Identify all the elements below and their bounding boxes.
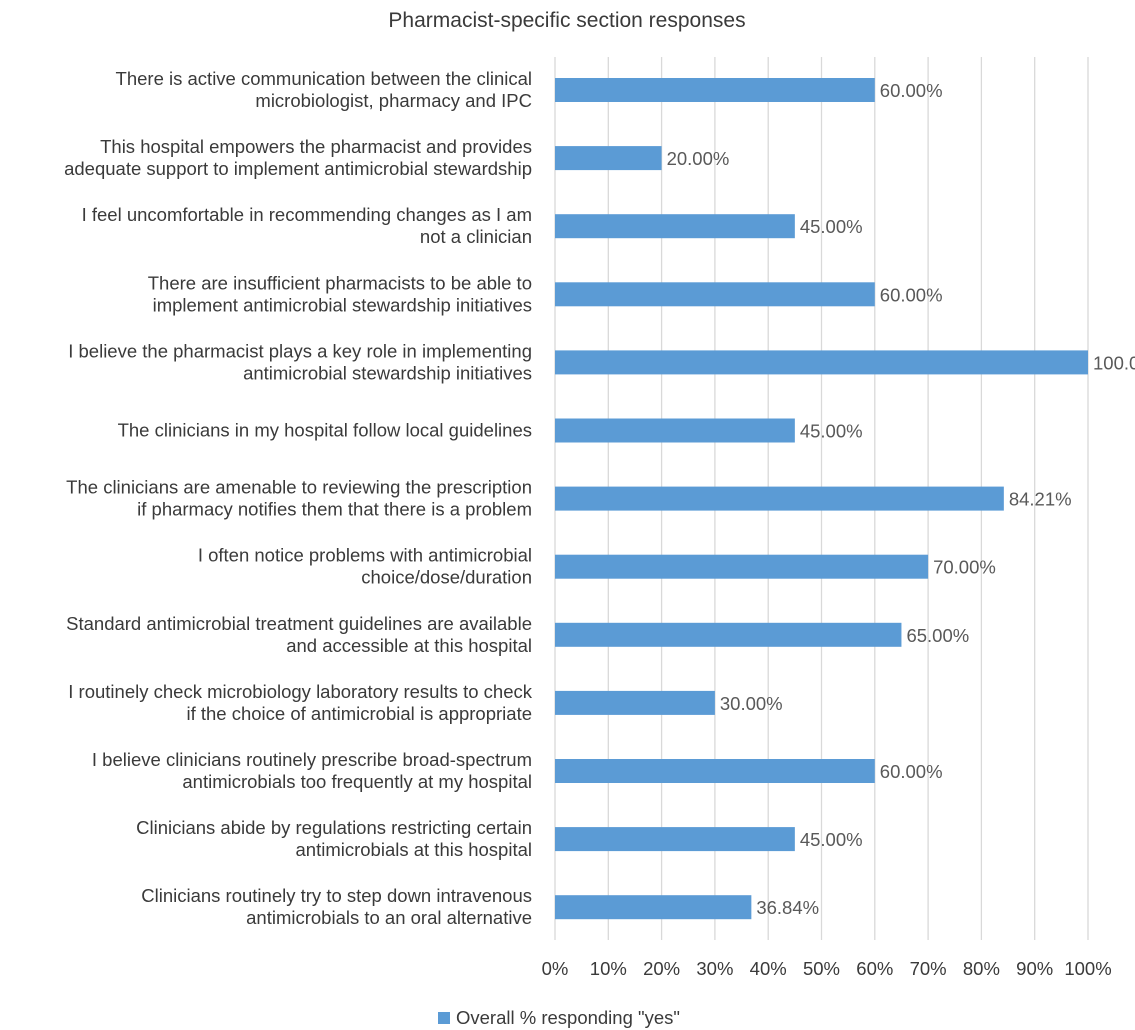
category-label: Standard antimicrobial treatment guideli…: [66, 613, 532, 634]
bar: [555, 895, 752, 920]
category-label: antimicrobials to an oral alternative: [246, 907, 532, 928]
category-label: implement antimicrobial stewardship init…: [153, 294, 532, 315]
category-label: The clinicians in my hospital follow loc…: [118, 420, 532, 441]
x-tick-label: 80%: [963, 958, 1000, 979]
category-label: if the choice of antimicrobial is approp…: [186, 703, 532, 724]
data-label: 45.00%: [800, 829, 863, 850]
category-label: There is active communication between th…: [116, 68, 532, 89]
category-label: antimicrobial stewardship initiatives: [243, 362, 532, 383]
category-label: if pharmacy notifies them that there is …: [137, 499, 532, 520]
data-label: 45.00%: [800, 216, 863, 237]
data-label: 36.84%: [756, 897, 819, 918]
data-label: 60.00%: [880, 80, 943, 101]
legend-swatch: [438, 1012, 450, 1024]
category-label: microbiologist, pharmacy and IPC: [255, 90, 532, 111]
category-label: I believe the pharmacist plays a key rol…: [68, 340, 532, 361]
category-label: antimicrobials at this hospital: [296, 839, 533, 860]
bar: [555, 418, 795, 443]
x-tick-label: 10%: [590, 958, 627, 979]
data-label: 60.00%: [880, 284, 943, 305]
x-tick-label: 50%: [803, 958, 840, 979]
data-label: 84.21%: [1009, 489, 1072, 510]
bar: [555, 146, 662, 171]
bars: [555, 78, 1088, 920]
x-tick-label: 70%: [910, 958, 947, 979]
bar: [555, 282, 875, 307]
category-label: I feel uncomfortable in recommending cha…: [82, 204, 532, 225]
category-label: I routinely check microbiology laborator…: [68, 681, 532, 702]
legend: Overall % responding "yes": [438, 1007, 680, 1028]
data-label: 30.00%: [720, 693, 783, 714]
category-label: There are insufficient pharmacists to be…: [148, 272, 532, 293]
x-tick-label: 30%: [696, 958, 733, 979]
category-label: and accessible at this hospital: [286, 635, 532, 656]
legend-label: Overall % responding "yes": [456, 1007, 680, 1028]
data-label: 60.00%: [880, 761, 943, 782]
bar: [555, 78, 875, 102]
category-label: This hospital empowers the pharmacist an…: [100, 136, 532, 157]
category-label: not a clinician: [420, 226, 532, 247]
category-labels: There is active communication between th…: [64, 68, 533, 928]
data-label: 20.00%: [667, 148, 730, 169]
category-label: The clinicians are amenable to reviewing…: [66, 477, 532, 498]
category-label: I believe clinicians routinely prescribe…: [92, 749, 532, 770]
bar: [555, 690, 715, 715]
bar: [555, 827, 795, 852]
category-label: adequate support to implement antimicrob…: [64, 158, 532, 179]
category-label: I often notice problems with antimicrobi…: [198, 545, 532, 566]
x-tick-label: 40%: [750, 958, 787, 979]
data-label: 65.00%: [906, 625, 969, 646]
bar: [555, 486, 1004, 511]
x-tick-label: 20%: [643, 958, 680, 979]
data-labels: 60.00% 20.00% 45.00% 60.00% 100.00% 45.00% 84.…: [667, 80, 1135, 918]
x-tick-label: 0%: [542, 958, 569, 979]
category-label: antimicrobials too frequently at my hosp…: [182, 771, 532, 792]
data-label: 70.00%: [933, 557, 996, 578]
bar: [555, 554, 929, 579]
category-label: Clinicians abide by regulations restrict…: [136, 817, 532, 838]
x-tick-label: 100%: [1064, 958, 1111, 979]
x-axis-tick-labels: 0% 10% 20% 30% 40% 50% 60% 70% 80% 90% 100%: [542, 958, 1112, 979]
category-label: Clinicians routinely try to step down in…: [141, 885, 532, 906]
bar: [555, 350, 1088, 375]
x-tick-label: 60%: [856, 958, 893, 979]
category-label: choice/dose/duration: [361, 567, 532, 588]
bar: [555, 759, 875, 783]
data-label: 45.00%: [800, 421, 863, 442]
data-label: 100.00%: [1093, 352, 1135, 373]
bar: [555, 214, 795, 239]
bar: [555, 622, 902, 647]
x-tick-label: 90%: [1016, 958, 1053, 979]
chart-title: Pharmacist-specific section responses: [388, 9, 745, 32]
